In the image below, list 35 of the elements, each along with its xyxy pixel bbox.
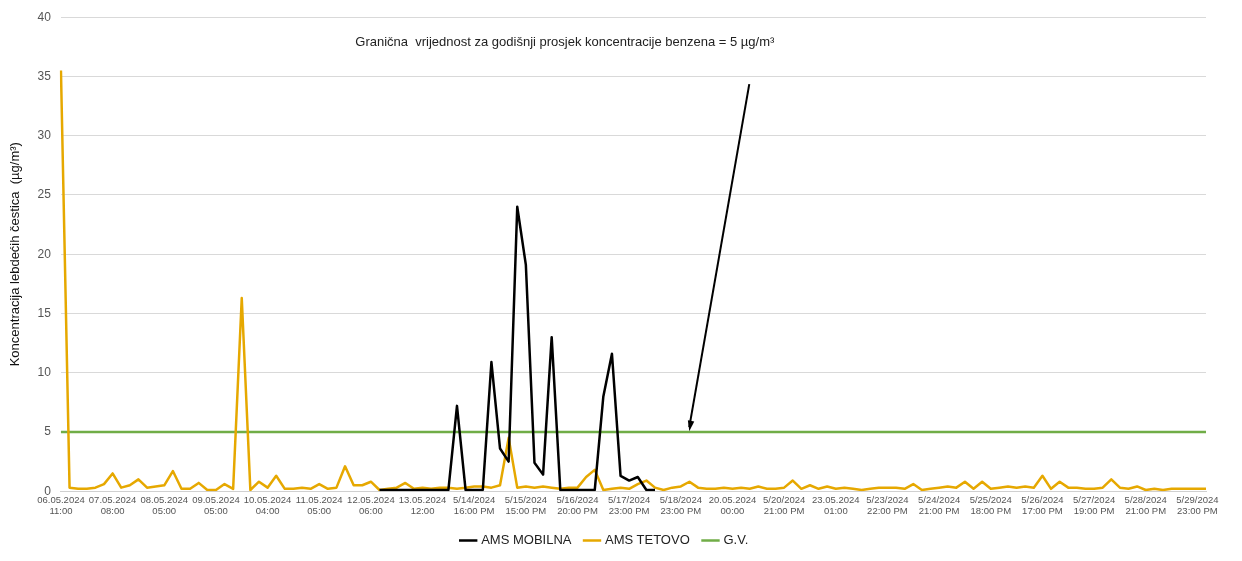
x-tick-label: 5/29/2024 23:00 PM	[1176, 493, 1219, 516]
x-tick-label: 20.05.2024 00:00	[708, 493, 757, 516]
x-tick-label: 5/15/2024 15:00 PM	[504, 493, 547, 516]
legend-label: G.V.	[723, 532, 749, 548]
legend-label: AMS TETOVO	[604, 532, 690, 548]
x-tick-label: 13.05.2024 12:00	[398, 493, 447, 516]
x-tick-label: 5/23/2024 22:00 PM	[866, 493, 909, 516]
x-tick-label: 5/16/2024 20:00 PM	[556, 493, 599, 516]
x-tick-label: 10.05.2024 04:00	[243, 493, 292, 516]
y-tick-label: 20	[37, 246, 52, 261]
y-tick-label: 25	[37, 187, 52, 202]
x-tick-label: 08.05.2024 05:00	[140, 493, 189, 516]
x-tick-label: 11.05.2024 05:00	[295, 493, 343, 516]
x-tick-label: 07.05.2024 08:00	[88, 493, 137, 516]
y-tick-label: 35	[37, 68, 52, 83]
legend-label: AMS MOBILNA	[481, 532, 572, 548]
x-tick-label: 5/25/2024 18:00 PM	[969, 493, 1012, 516]
x-tick-label: 23.05.2024 01:00	[812, 493, 860, 516]
x-tick-label: 12.05.2024 06:00	[347, 493, 395, 516]
y-tick-label: 5	[44, 424, 52, 439]
x-tick-label: 09.05.2024 05:00	[192, 493, 240, 516]
x-tick-label: 5/14/2024 16:00 PM	[453, 493, 496, 516]
y-tick-label: 40	[37, 9, 52, 24]
x-tick-label: 5/26/2024 17:00 PM	[1021, 493, 1064, 516]
x-tick-label: 5/18/2024 23:00 PM	[659, 493, 702, 516]
x-tick-label: 5/28/2024 21:00 PM	[1124, 493, 1167, 516]
y-tick-label: 30	[37, 128, 52, 143]
x-tick-label: 5/20/2024 21:00 PM	[763, 493, 806, 516]
y-tick-label: 15	[37, 305, 52, 320]
y-tick-label: 10	[37, 365, 52, 380]
y-axis-title: Koncentracija lebdećih čestica (µg/m³)	[7, 142, 23, 367]
x-tick-label: 5/17/2024 23:00 PM	[608, 493, 651, 516]
annotation: Granična vrijednost za godišnji prosjek koncentracije benzena = 5 µg/m³	[355, 33, 775, 49]
x-tick-label: 5/24/2024 21:00 PM	[917, 493, 961, 516]
x-tick-label: 5/27/2024 19:00 PM	[1072, 493, 1116, 516]
